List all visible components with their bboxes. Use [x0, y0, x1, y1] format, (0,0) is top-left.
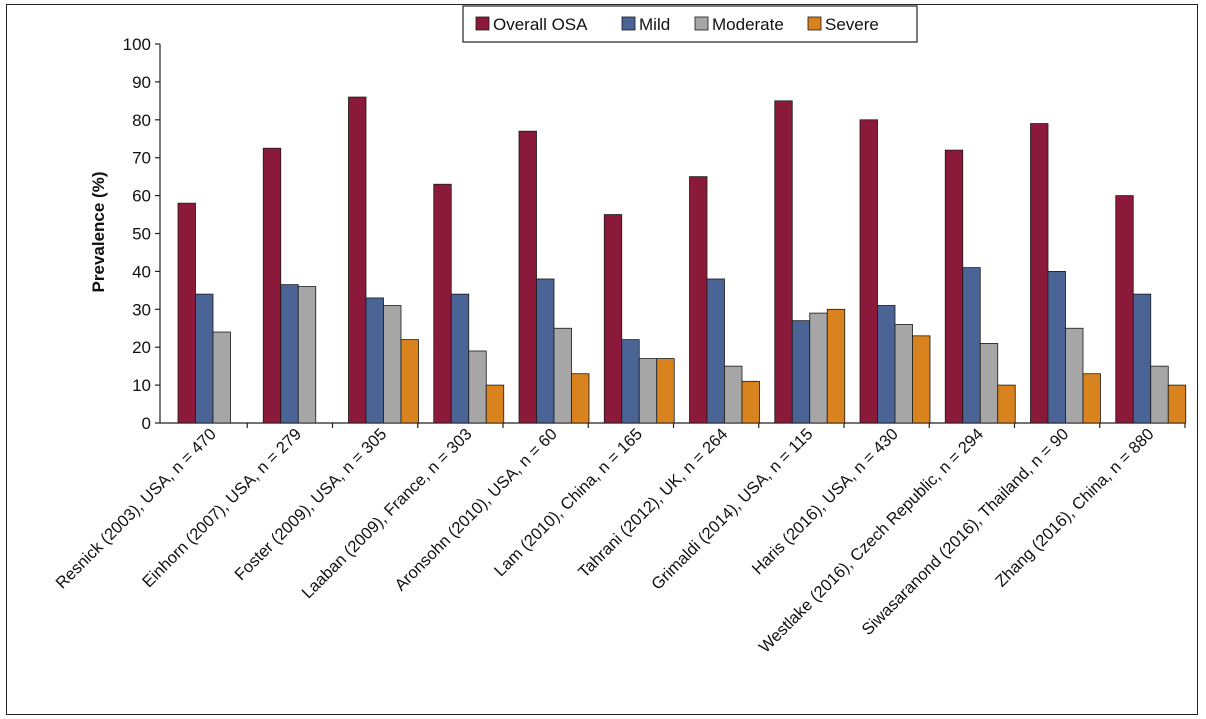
- bar-mild: [536, 278, 555, 424]
- y-tick-label: 50: [132, 225, 151, 244]
- bar-overall-osa: [689, 176, 708, 424]
- bar-moderate: [894, 324, 913, 424]
- bar-moderate: [979, 343, 999, 424]
- category-label: Lam (2010), China, n = 165: [491, 425, 646, 580]
- legend-swatch: [807, 16, 822, 31]
- bar-severe: [912, 335, 931, 424]
- bar-mild: [195, 293, 214, 424]
- bar-moderate: [553, 327, 572, 424]
- bar-severe: [1167, 384, 1187, 424]
- bar-mild: [877, 305, 896, 424]
- bar-overall-osa: [944, 149, 964, 424]
- legend-label: Overall OSA: [493, 15, 588, 34]
- y-tick-label: 60: [132, 187, 151, 206]
- category-label: Tahrani (2012), UK, n = 264: [575, 425, 731, 581]
- legend-label: Severe: [825, 15, 879, 34]
- y-tick-label: 10: [132, 376, 151, 395]
- y-tick-label: 100: [123, 35, 151, 54]
- legend: Overall OSA Mild Moderate Severe: [462, 5, 918, 43]
- bar-severe: [571, 373, 590, 424]
- y-tick-label: 30: [132, 300, 151, 319]
- bar-mild: [280, 284, 299, 424]
- legend-label: Mild: [639, 15, 670, 34]
- bar-mild: [1047, 270, 1066, 424]
- y-tick-label: 80: [132, 111, 151, 130]
- bar-moderate: [212, 331, 231, 424]
- bar-moderate: [724, 365, 743, 424]
- bar-overall-osa: [774, 100, 793, 424]
- bar-severe: [485, 384, 505, 424]
- bar-severe: [741, 380, 760, 424]
- bar-overall-osa: [1115, 195, 1134, 424]
- bar-moderate: [1065, 327, 1084, 424]
- bar-severe: [400, 339, 419, 424]
- legend-swatch: [475, 16, 490, 31]
- category-label: Einhorn (2007), USA, n = 279: [139, 425, 305, 591]
- legend-swatch: [694, 16, 709, 31]
- bar-moderate: [1150, 365, 1169, 424]
- y-tick-label: 70: [132, 149, 151, 168]
- bar-moderate: [809, 312, 828, 424]
- bar-overall-osa: [348, 96, 367, 424]
- category-label: Resnick (2003), USA, n = 470: [52, 425, 219, 592]
- bar-overall-osa: [1030, 123, 1049, 424]
- bar-overall-osa: [859, 119, 878, 424]
- y-tick-label: 0: [142, 414, 151, 433]
- bar-mild: [450, 293, 470, 424]
- bar-moderate: [638, 358, 658, 424]
- bar-mild: [962, 267, 981, 424]
- bar-moderate: [383, 305, 402, 424]
- bar-severe: [1082, 373, 1101, 424]
- y-axis-label: Prevalence (%): [89, 172, 108, 293]
- y-tick-label: 90: [132, 73, 151, 92]
- bar-overall-osa: [177, 202, 196, 424]
- bar-moderate: [297, 286, 317, 424]
- category-label: Laaban (2009), France, n = 303: [298, 425, 475, 602]
- y-tick-label: 40: [132, 262, 151, 281]
- bar-mild: [791, 320, 811, 424]
- bar-overall-osa: [433, 183, 452, 424]
- legend-swatch: [621, 16, 636, 31]
- bar-moderate: [468, 350, 487, 424]
- bar-overall-osa: [262, 147, 282, 424]
- bar-mild: [365, 297, 384, 424]
- bar-mild: [621, 339, 640, 424]
- bar-mild: [706, 278, 725, 424]
- bar-overall-osa: [518, 130, 537, 424]
- category-label: Aronsohn (2010), USA, n = 60: [391, 425, 560, 594]
- category-label: Grimaldi (2014), USA, n = 115: [648, 425, 816, 593]
- legend-label: Moderate: [712, 15, 784, 34]
- category-label: Foster (2009), USA, n = 305: [231, 425, 390, 584]
- legend-box: [462, 5, 918, 43]
- bar-mild: [1132, 293, 1152, 424]
- bar-severe: [997, 384, 1016, 424]
- bars: [177, 96, 1187, 424]
- bar-severe: [656, 358, 675, 424]
- y-tick-label: 20: [132, 338, 151, 357]
- bar-severe: [826, 308, 846, 424]
- category-label: Zhang (2016), China, n = 880: [992, 425, 1157, 590]
- bar-overall-osa: [603, 214, 623, 424]
- category-label: Haris (2016), USA, n = 430: [749, 425, 902, 578]
